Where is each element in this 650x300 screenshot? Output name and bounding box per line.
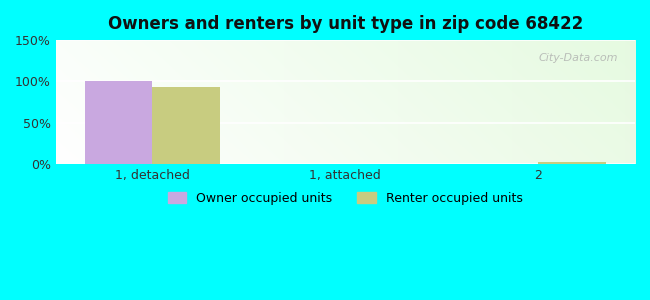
Legend: Owner occupied units, Renter occupied units: Owner occupied units, Renter occupied un… — [162, 187, 528, 210]
Bar — [152, 87, 220, 164]
Bar — [84, 82, 152, 164]
Text: City-Data.com: City-Data.com — [538, 52, 617, 62]
Bar — [538, 162, 606, 164]
Title: Owners and renters by unit type in zip code 68422: Owners and renters by unit type in zip c… — [108, 15, 583, 33]
